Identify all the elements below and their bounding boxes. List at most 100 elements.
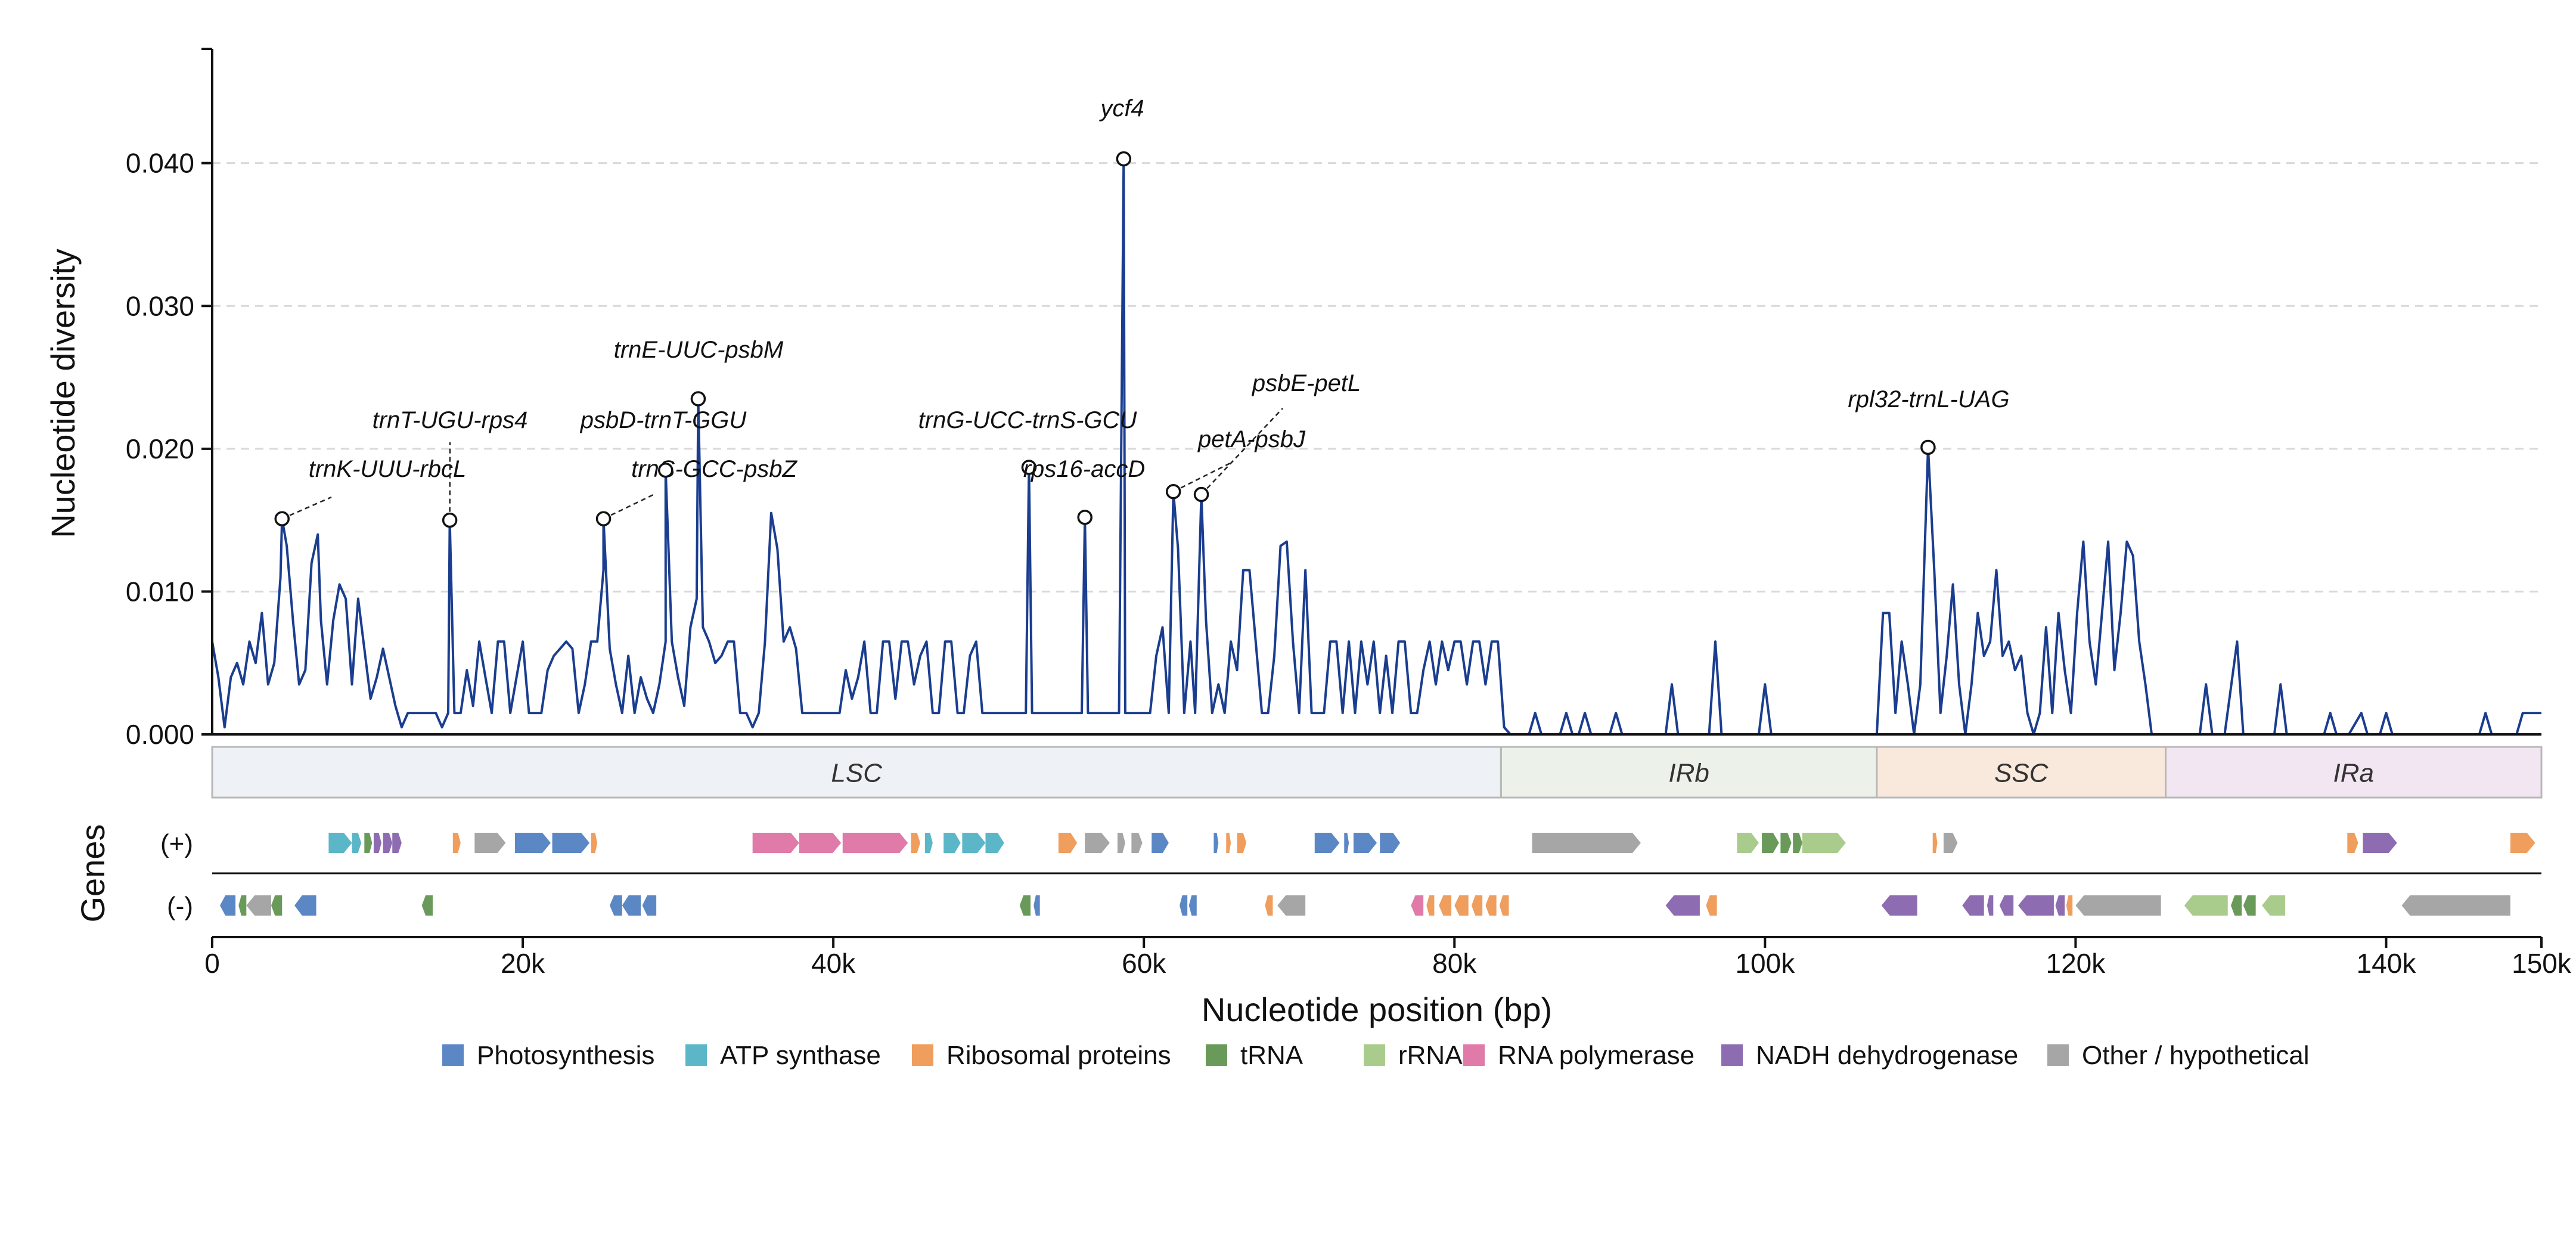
peak-label: ycf4: [1098, 95, 1144, 122]
gene-feature: [1987, 895, 1994, 916]
gene-feature: [373, 833, 381, 853]
gene-feature: [1180, 895, 1188, 916]
gene-feature: [1943, 833, 1958, 853]
peak-label: trnK-UUU-rbcL: [309, 456, 466, 482]
gene-feature: [1277, 895, 1306, 916]
gene-feature: [1802, 833, 1846, 853]
x-tick-label: 100k: [1735, 948, 1795, 979]
legend-label: RNA polymerase: [1498, 1041, 1694, 1070]
gene-feature: [799, 833, 842, 853]
legend-label: ATP synthase: [720, 1041, 881, 1070]
gene-feature: [1085, 833, 1110, 853]
legend-swatch: [685, 1044, 707, 1066]
gene-feature: [911, 833, 921, 853]
gene-feature: [1471, 895, 1483, 916]
plus-strand-label: (+): [160, 829, 193, 858]
peak-label: psbE-petL: [1252, 370, 1361, 396]
y-axis-title: Nucleotide diversity: [44, 249, 82, 538]
legend-label: Photosynthesis: [477, 1041, 654, 1070]
gene-feature: [515, 833, 551, 853]
gene-feature: [271, 895, 283, 916]
gene-feature: [421, 895, 433, 916]
gene-feature: [328, 833, 352, 853]
gene-feature: [1706, 895, 1717, 916]
gene-feature: [2262, 895, 2286, 916]
gene-feature: [1033, 895, 1040, 916]
gene-feature: [1532, 833, 1641, 853]
gene-feature: [924, 833, 933, 853]
gene-feature: [752, 833, 799, 853]
gene-feature: [1439, 895, 1452, 916]
gene-feature: [1237, 833, 1247, 853]
gene-feature: [1314, 833, 1340, 853]
y-tick-label: 0.020: [126, 433, 194, 464]
gene-feature: [1881, 895, 1917, 916]
region-label: IRb: [1668, 759, 1709, 788]
gene-feature: [1380, 833, 1401, 853]
gene-feature: [2230, 895, 2242, 916]
gene-feature: [1762, 833, 1779, 853]
gene-feature: [246, 895, 272, 916]
gene-feature: [1780, 833, 1792, 853]
peak-marker: [1021, 460, 1037, 475]
gene-feature: [2401, 895, 2510, 916]
gene-feature: [985, 833, 1004, 853]
legend-swatch: [1206, 1044, 1227, 1066]
gene-feature: [1058, 833, 1078, 853]
peak-marker: [1116, 151, 1132, 167]
gene-feature: [2347, 833, 2358, 853]
region-label: IRa: [2333, 759, 2374, 788]
diversity-line: [211, 157, 2541, 736]
peak-leader-line: [1200, 408, 1283, 495]
legend-label: Other / hypothetical: [2082, 1041, 2310, 1070]
gene-feature: [1411, 895, 1424, 916]
gene-feature: [1226, 833, 1231, 853]
legend-label: Ribosomal proteins: [946, 1041, 1171, 1070]
gene-feature: [1344, 833, 1349, 853]
legend-label: rRNA: [1398, 1041, 1463, 1070]
y-tick-label: 0.000: [126, 719, 194, 750]
gene-feature: [364, 833, 373, 853]
gene-feature: [2055, 895, 2065, 916]
region-band: [211, 746, 1502, 799]
peak-marker: [274, 511, 290, 526]
gene-track-title: Genes: [74, 824, 111, 923]
x-tick-label: 80k: [1432, 948, 1477, 979]
x-tick-label: 140k: [2357, 948, 2417, 979]
gene-feature: [2363, 833, 2397, 853]
legend-swatch: [2047, 1044, 2069, 1066]
gene-track: [212, 833, 2541, 916]
legend-swatch: [1364, 1044, 1385, 1066]
gene-feature: [2066, 895, 2073, 916]
gene-feature: [1932, 833, 1938, 853]
gene-feature: [2243, 895, 2256, 916]
gene-feature: [1793, 833, 1802, 853]
x-tick-label: 0: [204, 948, 220, 979]
legend-swatch: [1463, 1044, 1485, 1066]
y-tick-label: 0.010: [126, 576, 194, 607]
peak-markers: trnK-UUU-rbcL trnT-UGU-rps4 trnS-GCC-psbZ p…: [274, 95, 2010, 528]
legend-label: tRNA: [1240, 1041, 1303, 1070]
x-axis: 0 20k 40k 60k 80k 100k 120k 140k 150k: [204, 936, 2572, 979]
peak-label: rpl32-trnL-UAG: [1848, 386, 2009, 413]
gene-feature: [1152, 833, 1169, 853]
gene-feature: [1117, 833, 1125, 853]
peak-label: psbD-trnT-GGU: [580, 407, 747, 433]
gene-feature: [1454, 895, 1469, 916]
peak-marker: [690, 391, 706, 407]
diversity-line-layer: [211, 157, 2541, 736]
region-band: [1876, 746, 2167, 799]
gene-feature: [238, 895, 247, 916]
peak-marker: [1077, 510, 1093, 525]
peak-marker: [442, 512, 458, 528]
legend-label: NADH dehydrogenase: [1756, 1041, 2018, 1070]
gene-feature: [2075, 895, 2161, 916]
region-band: [1500, 746, 1878, 799]
region-bands: LSC IRb SSC IRa: [211, 746, 2543, 799]
gene-feature: [1353, 833, 1377, 853]
x-tick-label: 120k: [2046, 948, 2106, 979]
gene-feature: [1131, 833, 1143, 853]
x-axis-title: Nucleotide position (bp): [1202, 991, 1552, 1028]
peak-label: petA-psbJ: [1197, 426, 1306, 452]
gene-feature: [1737, 833, 1759, 853]
